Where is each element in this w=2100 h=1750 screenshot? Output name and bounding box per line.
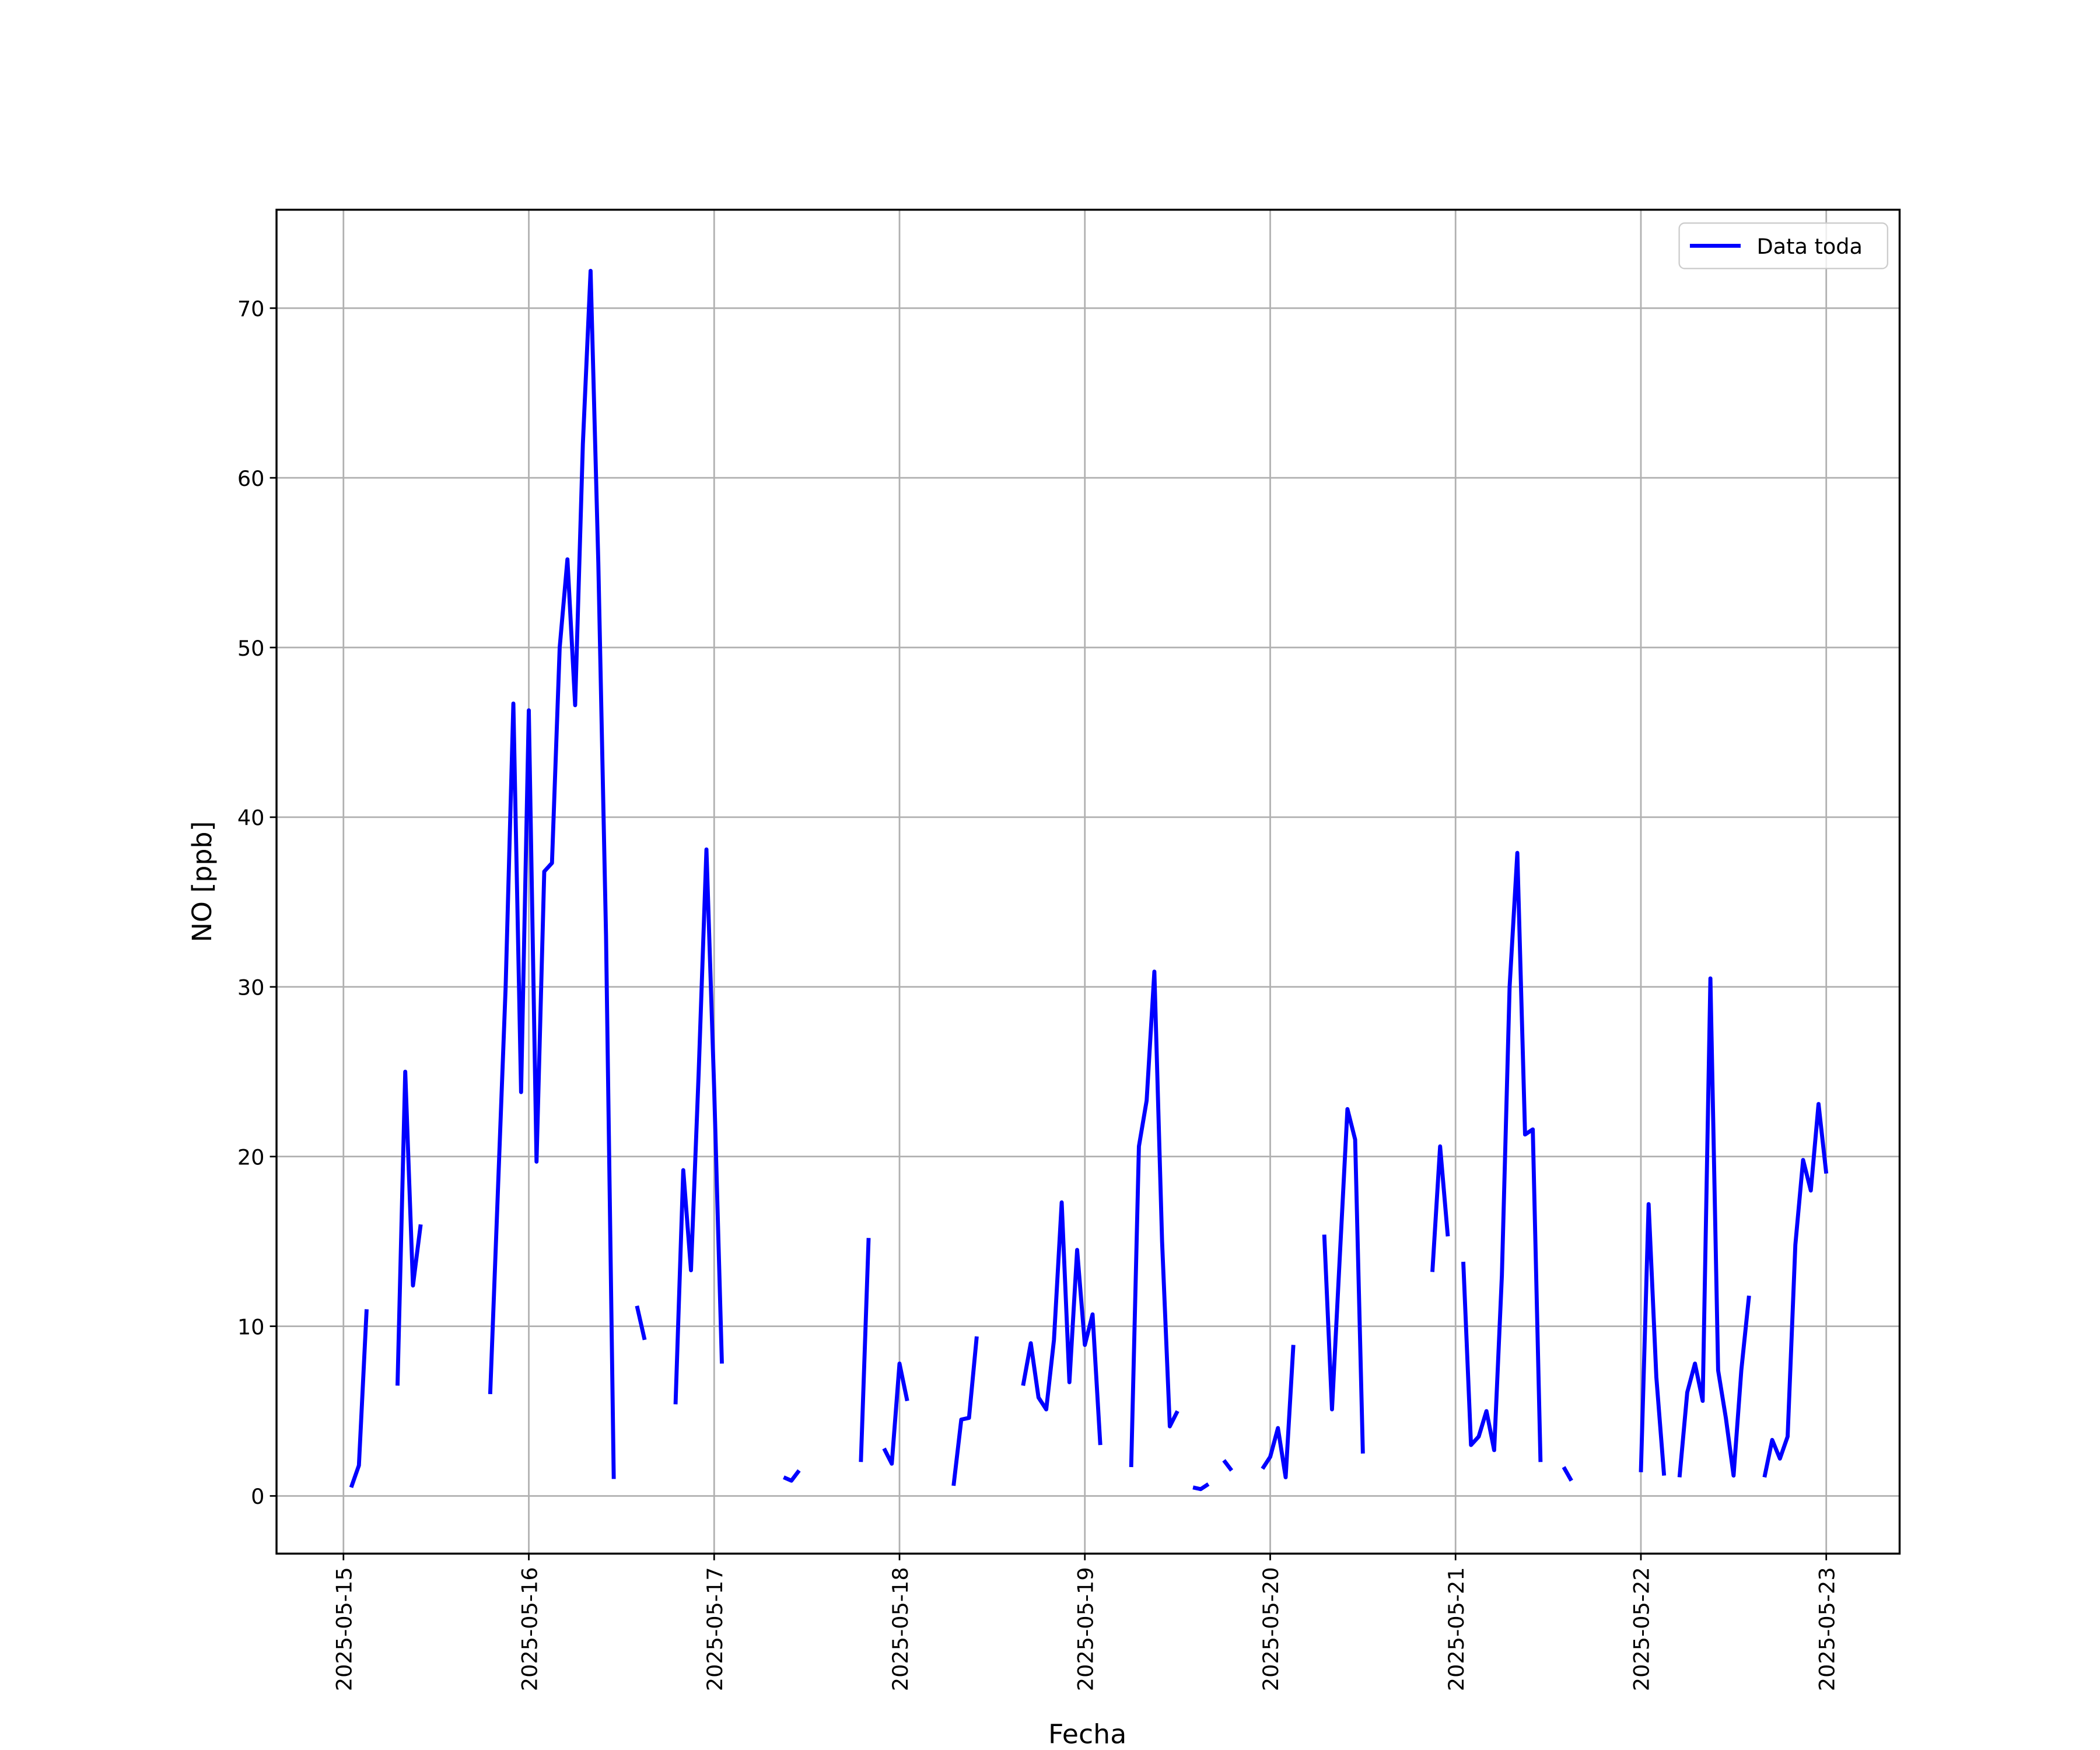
y-tick-label: 70	[237, 296, 265, 321]
x-axis-label: Fecha	[1048, 1718, 1126, 1750]
legend-box	[1678, 222, 1889, 270]
plot-frame	[275, 208, 1901, 1555]
y-tick-label: 20	[237, 1144, 265, 1170]
y-tick-label: 10	[237, 1314, 265, 1339]
legend-label: Data toda	[1756, 234, 1863, 259]
x-tick-label: 2025-05-22	[1629, 1567, 1654, 1691]
x-tick-label: 2025-05-18	[888, 1567, 913, 1691]
y-tick-label: 30	[237, 975, 265, 1000]
y-tick-label: 40	[237, 806, 265, 831]
x-tick-label: 2025-05-21	[1444, 1567, 1469, 1691]
x-tick-label: 2025-05-19	[1073, 1567, 1098, 1691]
x-tick-label: 2025-05-16	[517, 1567, 542, 1691]
x-tick-label: 2025-05-23	[1814, 1567, 1839, 1691]
x-tick-label: 2025-05-15	[332, 1567, 357, 1691]
x-tick-label: 2025-05-17	[702, 1567, 727, 1691]
y-tick-label: 50	[237, 636, 265, 661]
x-tick-label: 2025-05-20	[1258, 1567, 1283, 1691]
data-line	[349, 268, 1829, 1492]
y-tick-label: 0	[251, 1484, 264, 1509]
y-axis-label: NO [ppb]	[186, 821, 218, 943]
y-tick-label: 60	[237, 466, 265, 491]
